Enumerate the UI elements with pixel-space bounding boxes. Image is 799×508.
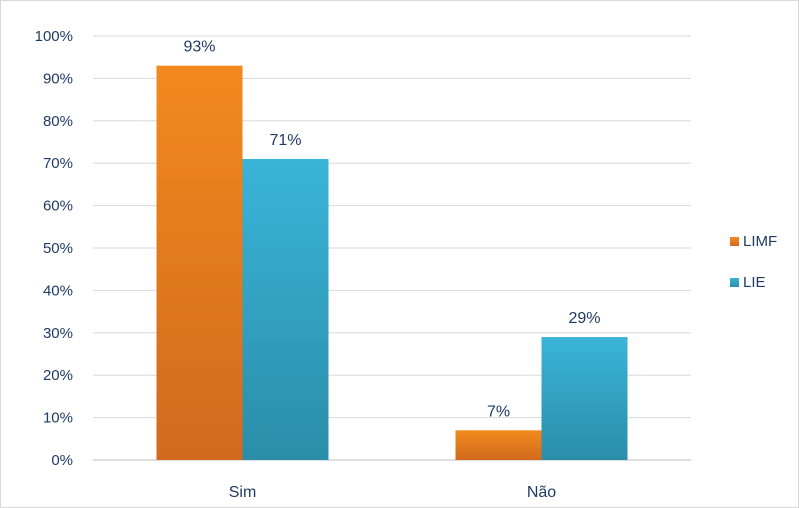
bar-lie-1 [541,337,628,460]
y-tick-label: 50% [43,240,73,257]
legend-swatch-limf [730,237,739,246]
y-tick-label: 90% [43,70,73,87]
y-tick-label: 70% [43,155,73,172]
y-tick-label: 0% [51,452,73,469]
x-category-label: Sim [229,484,257,501]
y-tick-label: 20% [43,367,73,384]
legend-label: LIMF [743,233,777,250]
y-tick-label: 100% [35,28,73,45]
y-axis-tick-labels: 0% 10% 20% 30% 40% 50% 60% 70% 80% 90% 100% [35,28,73,469]
legend-swatch-lie [730,278,739,287]
y-tick-label: 80% [43,113,73,130]
bar-limf-1 [455,430,542,460]
x-category-label: Não [527,484,556,501]
bar-limf-0 [156,65,243,461]
legend-label: LIE [743,274,766,291]
data-label: 29% [568,310,600,327]
data-labels: 93% 71% 7% 29% [183,39,600,421]
y-tick-label: 40% [43,282,73,299]
data-label: 7% [487,403,510,420]
legend: LIMF LIE [730,233,777,291]
bar-lie-0 [242,158,329,460]
data-label: 71% [269,132,301,149]
y-tick-label: 30% [43,325,73,342]
data-label: 93% [183,39,215,56]
bars [156,65,628,461]
y-tick-label: 10% [43,410,73,427]
y-tick-label: 60% [43,198,73,215]
x-axis-category-labels: Sim Não [229,484,557,501]
